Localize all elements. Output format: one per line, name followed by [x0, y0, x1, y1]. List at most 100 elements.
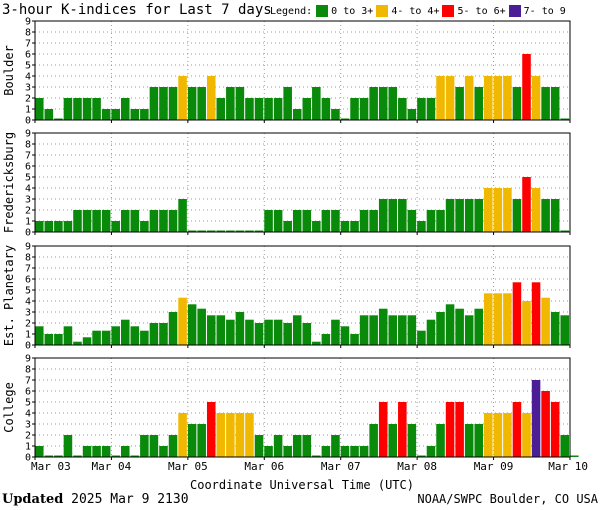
- k-index-bar: [464, 76, 474, 120]
- k-index-bar: [254, 98, 264, 120]
- panel-label: Est. Planetary: [2, 245, 16, 346]
- k-index-bar: [531, 76, 541, 120]
- k-index-bar: [63, 326, 73, 345]
- k-index-bar: [159, 323, 168, 345]
- k-index-bar: [73, 98, 82, 120]
- x-tick-label: Mar 03: [31, 460, 71, 473]
- y-tick-label: 5: [25, 286, 31, 297]
- k-index-bar: [292, 109, 302, 120]
- y-tick-label: 5: [25, 398, 31, 409]
- y-tick-label: 6: [25, 275, 31, 286]
- k-index-bar: [512, 282, 522, 345]
- k-index-bar: [235, 312, 245, 345]
- k-index-bar: [226, 413, 235, 457]
- k-index-bar: [120, 446, 130, 457]
- k-index-bar: [512, 87, 522, 120]
- k-index-bar: [531, 380, 541, 457]
- updated-value: 2025 Mar 9 2130: [71, 492, 189, 507]
- k-index-bar: [436, 312, 445, 345]
- k-index-bar: [378, 199, 388, 232]
- k-index-bar: [82, 337, 92, 345]
- k-index-bar: [92, 446, 101, 457]
- k-index-bar: [550, 402, 560, 457]
- y-tick-label: 3: [25, 83, 31, 94]
- y-tick-label: 3: [25, 420, 31, 431]
- k-index-bar: [359, 446, 369, 457]
- k-index-bar: [140, 330, 149, 345]
- y-tick-label: 4: [25, 72, 31, 83]
- k-index-bar: [522, 301, 531, 345]
- y-tick-label: 9: [25, 129, 31, 140]
- k-index-bar: [541, 391, 550, 457]
- k-index-bar: [111, 109, 120, 120]
- k-index-bar: [512, 199, 522, 232]
- legend-swatch: [442, 5, 455, 17]
- y-tick-label: 6: [25, 387, 31, 398]
- y-tick-label: 2: [25, 431, 31, 442]
- legend-item-label: 7- to 9: [523, 5, 566, 17]
- y-tick-label: 1: [25, 217, 31, 228]
- k-index-bar: [312, 87, 321, 120]
- k-index-bar: [503, 188, 512, 232]
- k-index-bar: [226, 319, 235, 345]
- k-index-bar: [235, 87, 245, 120]
- k-index-bar: [178, 297, 187, 345]
- k-index-bar: [130, 326, 140, 345]
- y-tick-label: 9: [25, 354, 31, 365]
- k-index-bar: [474, 424, 484, 457]
- k-index-bar: [140, 109, 149, 120]
- k-index-bar: [235, 230, 245, 232]
- k-index-bar: [359, 210, 369, 232]
- k-index-bar: [35, 326, 44, 345]
- k-index-bar: [426, 210, 436, 232]
- k-index-bar: [541, 199, 550, 232]
- k-index-bar: [140, 435, 149, 457]
- k-index-bar: [168, 435, 178, 457]
- k-index-bar: [560, 118, 569, 120]
- k-index-bar: [445, 76, 455, 120]
- k-index-bar: [369, 315, 378, 345]
- k-index-bar: [101, 330, 111, 345]
- k-index-bar: [560, 435, 569, 457]
- k-index-bar: [398, 315, 407, 345]
- k-index-bar: [493, 293, 503, 345]
- k-index-bar: [206, 76, 216, 120]
- k-index-bar: [44, 334, 54, 345]
- k-index-bar: [541, 297, 550, 345]
- y-tick-label: 8: [25, 140, 31, 151]
- k-index-bar: [73, 210, 82, 232]
- panel-frame: [34, 245, 571, 346]
- k-index-bar: [426, 98, 436, 120]
- y-tick-label: 8: [25, 28, 31, 39]
- y-tick-label: 4: [25, 409, 31, 420]
- k-index-bar: [484, 413, 493, 457]
- x-tick-label: Mar 06: [244, 460, 284, 473]
- k-index-bar: [388, 315, 398, 345]
- y-tick-label: 7: [25, 376, 31, 387]
- k-index-bar: [531, 188, 541, 232]
- k-index-bar: [187, 304, 197, 345]
- k-index-bar: [63, 98, 73, 120]
- legend-label: Legend:: [270, 5, 313, 17]
- k-index-bar: [340, 221, 350, 232]
- y-tick-label: 7: [25, 264, 31, 275]
- k-index-bar: [245, 98, 254, 120]
- k-index-bar: [168, 87, 178, 120]
- y-tick-label: 9: [25, 242, 31, 253]
- panel-frame: [34, 357, 571, 458]
- x-tick-label: Mar 10: [548, 460, 588, 473]
- k-index-bar: [321, 210, 331, 232]
- legend-item-label: 5- to 6+: [457, 5, 506, 17]
- k-index-bar: [168, 312, 178, 345]
- k-index-bar: [273, 98, 283, 120]
- k-index-bar: [378, 308, 388, 345]
- y-tick-label: 4: [25, 297, 31, 308]
- k-index-bar: [82, 210, 92, 232]
- y-tick-label: 0: [25, 228, 31, 239]
- k-index-bar: [283, 87, 292, 120]
- k-index-bar: [312, 455, 321, 457]
- legend-item: 0 to 3+: [316, 5, 373, 17]
- k-index-bar: [130, 210, 140, 232]
- k-index-bar: [226, 87, 235, 120]
